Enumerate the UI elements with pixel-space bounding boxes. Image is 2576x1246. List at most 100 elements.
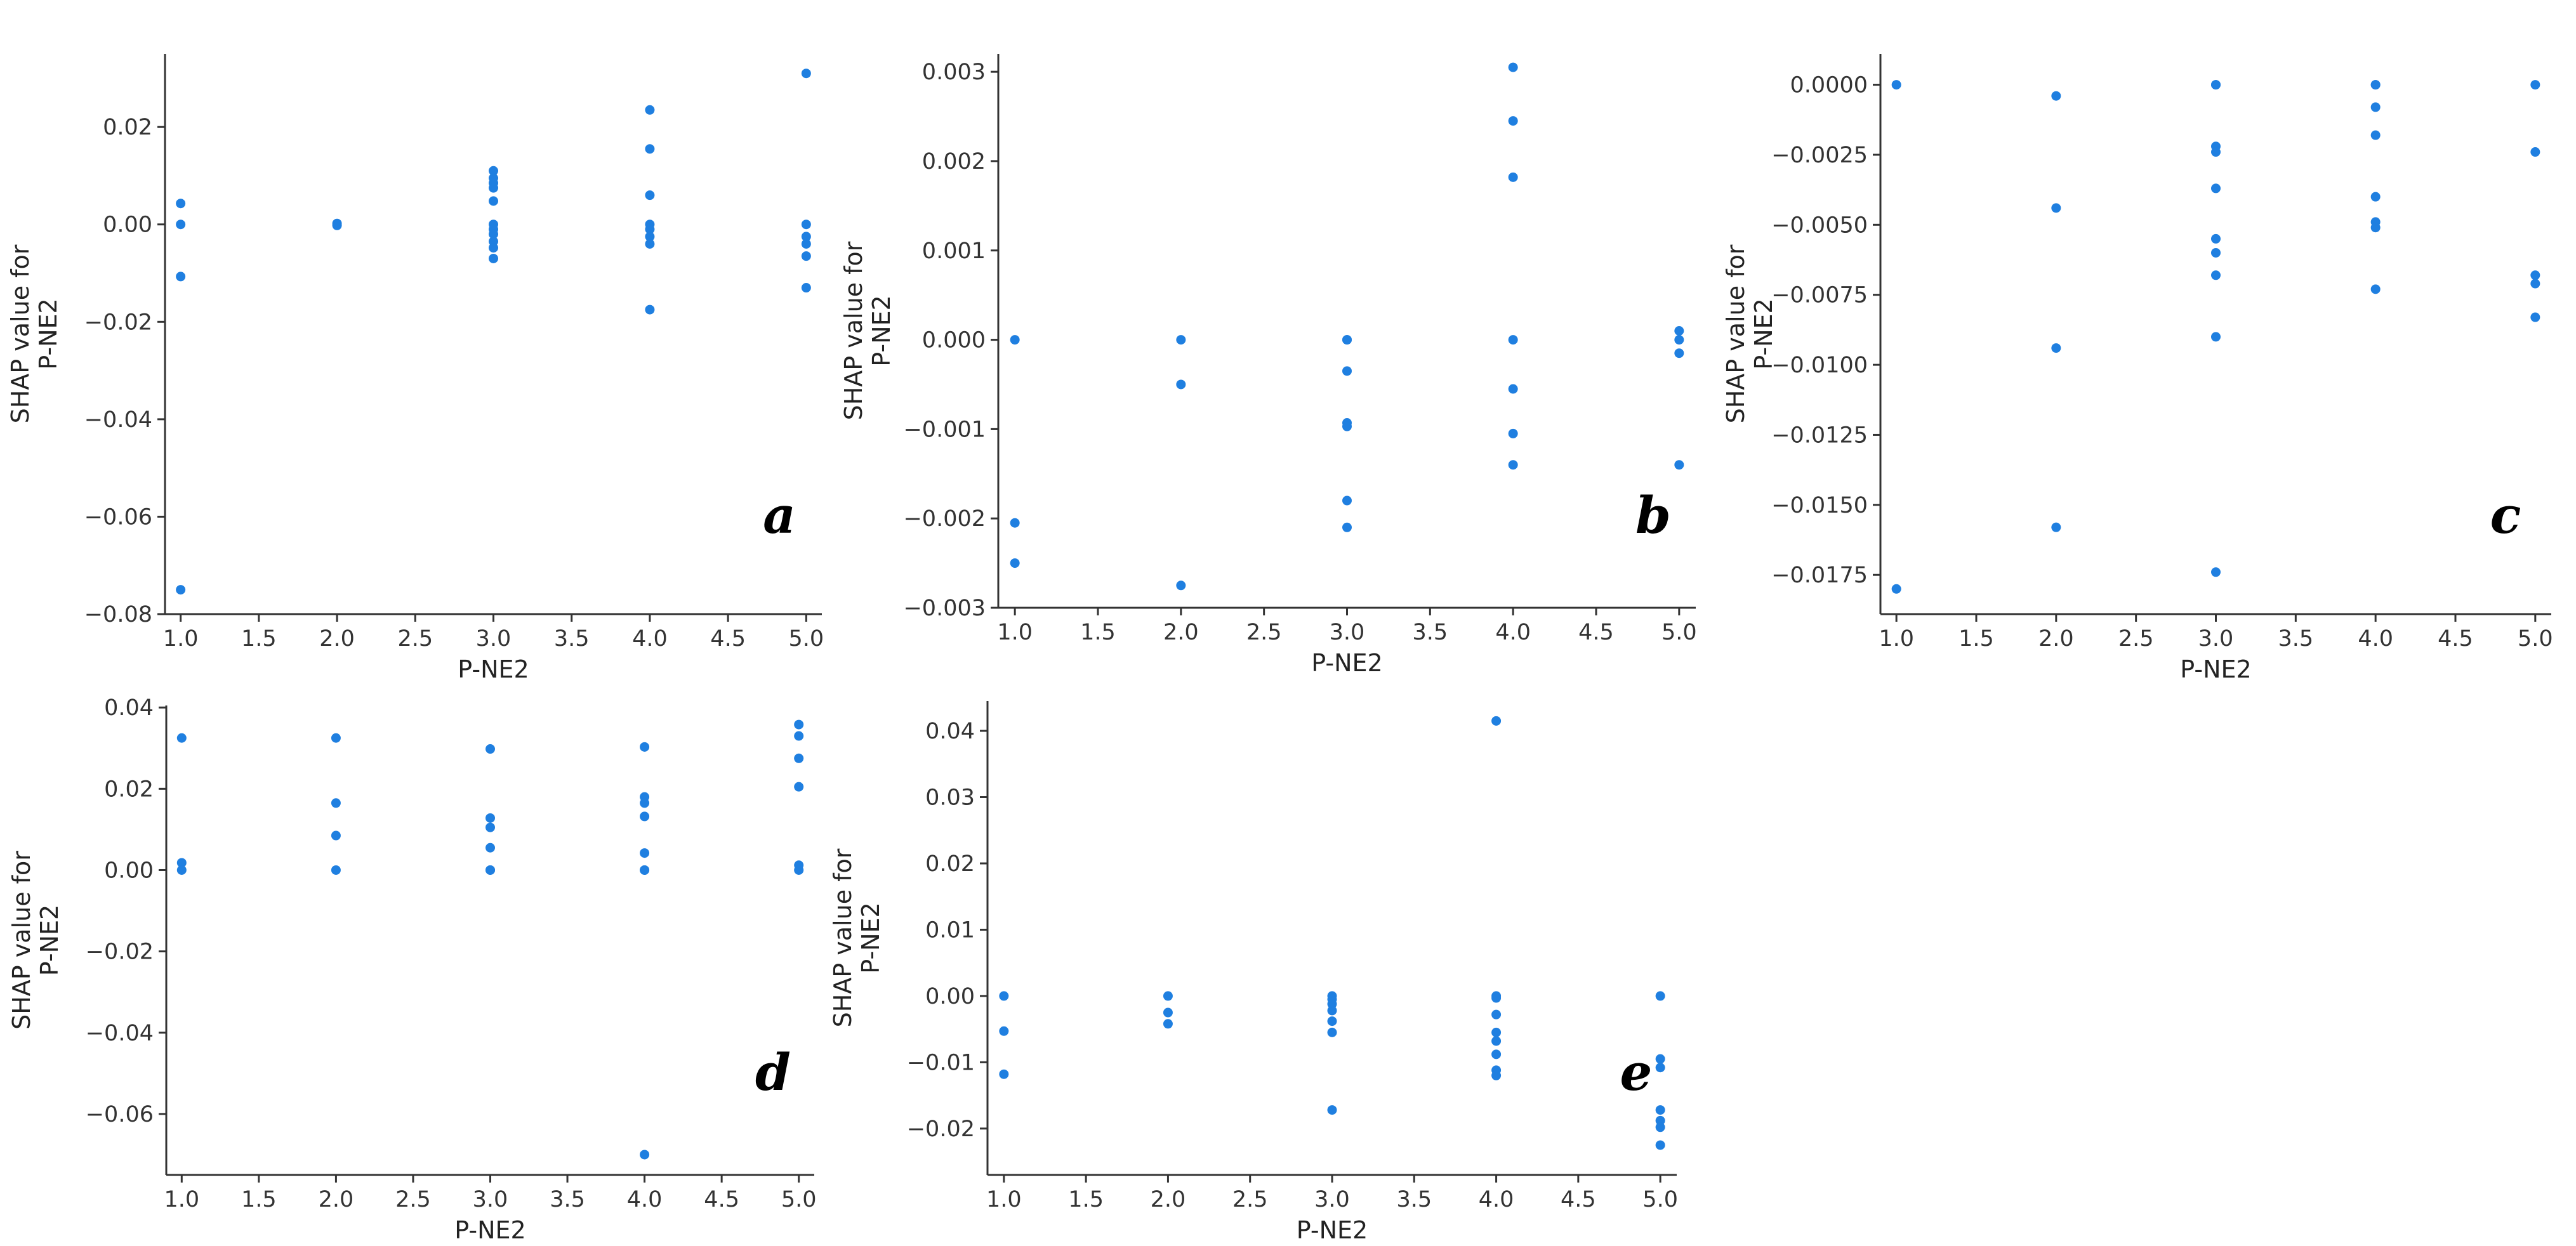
data-point — [801, 251, 811, 261]
y-tick-label: −0.0150 — [1771, 493, 1868, 518]
y-tick-label: −0.0025 — [1771, 143, 1868, 168]
data-point — [489, 196, 498, 206]
x-tick-label: 3.5 — [2278, 626, 2313, 652]
y-tick-label: 0.00 — [925, 984, 975, 1009]
y-tick-label: 0.000 — [922, 328, 986, 353]
data-point — [1342, 522, 1352, 532]
chart-panel-a: 1.0 1.5 2.0 2.5 3.0 3.5 4.0 4.5 5.0 −0.08 −0.06 −0.… — [6, 54, 824, 683]
data-point — [1655, 1105, 1665, 1115]
data-point — [1508, 62, 1518, 72]
x-tick-label: 3.0 — [2198, 626, 2234, 652]
data-point — [1508, 172, 1518, 182]
data-point — [794, 731, 804, 741]
x-tick-label: 2.5 — [2118, 626, 2154, 652]
data-point — [2051, 522, 2061, 532]
data-point — [1891, 584, 1901, 594]
data-point — [2370, 102, 2381, 112]
data-point — [1508, 460, 1518, 470]
data-point — [645, 190, 655, 200]
y-tick-label: 0.0000 — [1790, 73, 1868, 98]
x-tick-label: 2.5 — [397, 626, 433, 652]
y-tick-label: −0.08 — [84, 602, 152, 627]
x-tick-label: 3.0 — [1330, 620, 1365, 645]
x-tick-label: 3.5 — [550, 1187, 585, 1212]
data-point — [2211, 80, 2221, 90]
x-tick-label: 4.0 — [1479, 1187, 1514, 1212]
data-point — [1010, 518, 1020, 528]
data-point — [331, 733, 341, 743]
data-point — [2051, 91, 2061, 101]
data-point — [2211, 247, 2221, 258]
x-tick-label: 5.0 — [789, 626, 824, 652]
y-tick-label: 0.003 — [922, 60, 986, 85]
data-point — [801, 69, 811, 79]
y-axis-title-line: P-NE2 — [34, 298, 62, 369]
x-tick-label: 1.0 — [986, 1187, 1022, 1212]
data-point — [485, 843, 495, 853]
y-axis-title-line: SHAP value for — [1722, 244, 1750, 423]
x-tick-label: 4.0 — [1495, 620, 1531, 645]
data-point — [2211, 147, 2221, 157]
data-point — [1674, 348, 1684, 358]
x-axis-title: P-NE2 — [458, 655, 529, 683]
data-point — [1491, 716, 1502, 726]
data-point — [489, 229, 498, 239]
data-point — [1655, 991, 1665, 1001]
y-tick-label: −0.02 — [86, 940, 154, 965]
data-point — [1655, 1122, 1665, 1132]
data-point — [1342, 366, 1352, 376]
x-tick-label: 2.0 — [319, 626, 355, 652]
y-tick-label: −0.06 — [86, 1102, 154, 1127]
data-point — [1327, 1105, 1337, 1115]
x-tick-label: 5.0 — [2518, 626, 2553, 652]
x-tick-label: 2.5 — [1232, 1187, 1268, 1212]
y-tick-label: −0.003 — [903, 596, 986, 621]
data-point — [2530, 80, 2540, 90]
x-tick-label: 4.0 — [2358, 626, 2393, 652]
data-point — [332, 220, 342, 230]
chart-panel-b: 1.0 1.5 2.0 2.5 3.0 3.5 4.0 4.5 5.0 −0.003 −0.002 −… — [840, 54, 1697, 677]
panel-label: e — [1620, 1042, 1653, 1102]
data-point — [489, 253, 498, 263]
data-point — [640, 798, 650, 808]
y-tick-label: 0.02 — [925, 851, 975, 877]
data-point — [1176, 580, 1186, 591]
data-point — [640, 865, 650, 875]
x-tick-label: 2.0 — [1151, 1187, 1186, 1212]
data-point — [801, 239, 811, 249]
data-point — [2211, 567, 2221, 577]
data-point — [1655, 1115, 1665, 1125]
chart-panel-d: 1.0 1.5 2.0 2.5 3.0 3.5 4.0 4.5 5.0 −0.06 −0.04 −0.… — [8, 695, 817, 1244]
y-axis-title-line: SHAP value for — [829, 848, 857, 1027]
y-tick-label: −0.02 — [84, 310, 152, 335]
chart-panel-c: 1.0 1.5 2.0 2.5 3.0 3.5 4.0 4.5 5.0 0.0000 −0.0025… — [1722, 54, 2553, 683]
x-tick-label: 1.5 — [1080, 620, 1116, 645]
x-axis-title: P-NE2 — [1297, 1216, 1368, 1244]
data-point — [1891, 80, 1901, 90]
y-tick-label: 0.001 — [922, 239, 986, 264]
data-point — [1163, 1007, 1173, 1018]
x-tick-label: 3.5 — [554, 626, 590, 652]
data-point — [331, 798, 341, 808]
x-tick-label: 3.5 — [1412, 620, 1448, 645]
y-tick-label: −0.001 — [903, 417, 986, 442]
data-point — [1491, 1009, 1502, 1020]
data-point — [485, 744, 495, 754]
data-point — [1327, 1027, 1337, 1037]
data-point — [2530, 147, 2540, 157]
y-axis-title-line: P-NE2 — [868, 295, 895, 366]
x-tick-label: 1.0 — [164, 1187, 199, 1212]
data-point — [489, 166, 498, 176]
data-point — [1508, 428, 1518, 438]
y-axis-title: SHAP value forP-NE2 — [829, 848, 885, 1027]
x-axis-title: P-NE2 — [1311, 649, 1382, 677]
x-tick-label: 1.5 — [241, 626, 277, 652]
data-point — [2051, 203, 2061, 213]
data-point — [1491, 993, 1502, 1003]
x-tick-label: 2.5 — [395, 1187, 431, 1212]
y-tick-label: −0.0100 — [1771, 353, 1868, 378]
x-tick-label: 1.5 — [1068, 1187, 1104, 1212]
x-tick-label: 4.5 — [710, 626, 746, 652]
data-point — [489, 183, 498, 193]
data-point — [645, 105, 655, 115]
